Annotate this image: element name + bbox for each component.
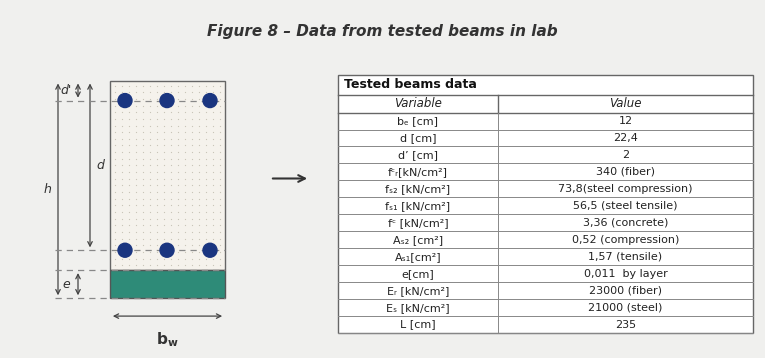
Text: Value: Value bbox=[609, 97, 642, 110]
Text: Eₛ [kN/cm²]: Eₛ [kN/cm²] bbox=[386, 303, 450, 313]
Text: 0,011  by layer: 0,011 by layer bbox=[584, 269, 667, 279]
Text: d: d bbox=[96, 159, 104, 172]
Text: 2: 2 bbox=[622, 150, 629, 160]
Bar bbox=[110, 270, 225, 298]
Circle shape bbox=[160, 93, 174, 107]
Text: fᶜᵣ[kN/cm²]: fᶜᵣ[kN/cm²] bbox=[388, 167, 448, 177]
Text: fₛ₁ [kN/cm²]: fₛ₁ [kN/cm²] bbox=[386, 201, 451, 211]
Text: 23000 (fiber): 23000 (fiber) bbox=[589, 286, 662, 296]
Text: 22,4: 22,4 bbox=[613, 133, 638, 143]
Text: Aₛ₁[cm²]: Aₛ₁[cm²] bbox=[395, 252, 441, 262]
Text: 3,36 (concrete): 3,36 (concrete) bbox=[583, 218, 668, 228]
Text: Variable: Variable bbox=[394, 97, 442, 110]
Bar bbox=[338, 74, 753, 333]
Text: bₑ [cm]: bₑ [cm] bbox=[398, 116, 438, 126]
Text: 235: 235 bbox=[615, 320, 636, 330]
Text: 340 (fiber): 340 (fiber) bbox=[596, 167, 655, 177]
Circle shape bbox=[203, 93, 217, 107]
Text: Aₛ₂ [cm²]: Aₛ₂ [cm²] bbox=[393, 235, 443, 245]
Text: Eᵣ [kN/cm²]: Eᵣ [kN/cm²] bbox=[387, 286, 449, 296]
Circle shape bbox=[160, 243, 174, 257]
Text: e: e bbox=[62, 278, 70, 291]
Text: d [cm]: d [cm] bbox=[400, 133, 436, 143]
Text: Figure 8 – Data from tested beams in lab: Figure 8 – Data from tested beams in lab bbox=[207, 24, 558, 39]
Text: Tested beams data: Tested beams data bbox=[344, 78, 477, 91]
Text: d': d' bbox=[60, 84, 72, 97]
Text: fᶜ [kN/cm²]: fᶜ [kN/cm²] bbox=[388, 218, 448, 228]
Text: 21000 (steel): 21000 (steel) bbox=[588, 303, 662, 313]
Bar bbox=[110, 81, 225, 270]
Text: h: h bbox=[44, 183, 52, 196]
Circle shape bbox=[118, 243, 132, 257]
Circle shape bbox=[118, 93, 132, 107]
Text: 12: 12 bbox=[618, 116, 633, 126]
Text: $\mathbf{b_w}$: $\mathbf{b_w}$ bbox=[156, 330, 179, 349]
Text: 1,57 (tensile): 1,57 (tensile) bbox=[588, 252, 662, 262]
Text: fₛ₂ [kN/cm²]: fₛ₂ [kN/cm²] bbox=[386, 184, 451, 194]
Text: 73,8(steel compression): 73,8(steel compression) bbox=[558, 184, 693, 194]
Circle shape bbox=[203, 243, 217, 257]
Text: 0,52 (compression): 0,52 (compression) bbox=[571, 235, 679, 245]
Text: d’ [cm]: d’ [cm] bbox=[398, 150, 438, 160]
Text: e[cm]: e[cm] bbox=[402, 269, 435, 279]
Text: 56,5 (steel tensile): 56,5 (steel tensile) bbox=[573, 201, 678, 211]
Text: L [cm]: L [cm] bbox=[400, 320, 436, 330]
